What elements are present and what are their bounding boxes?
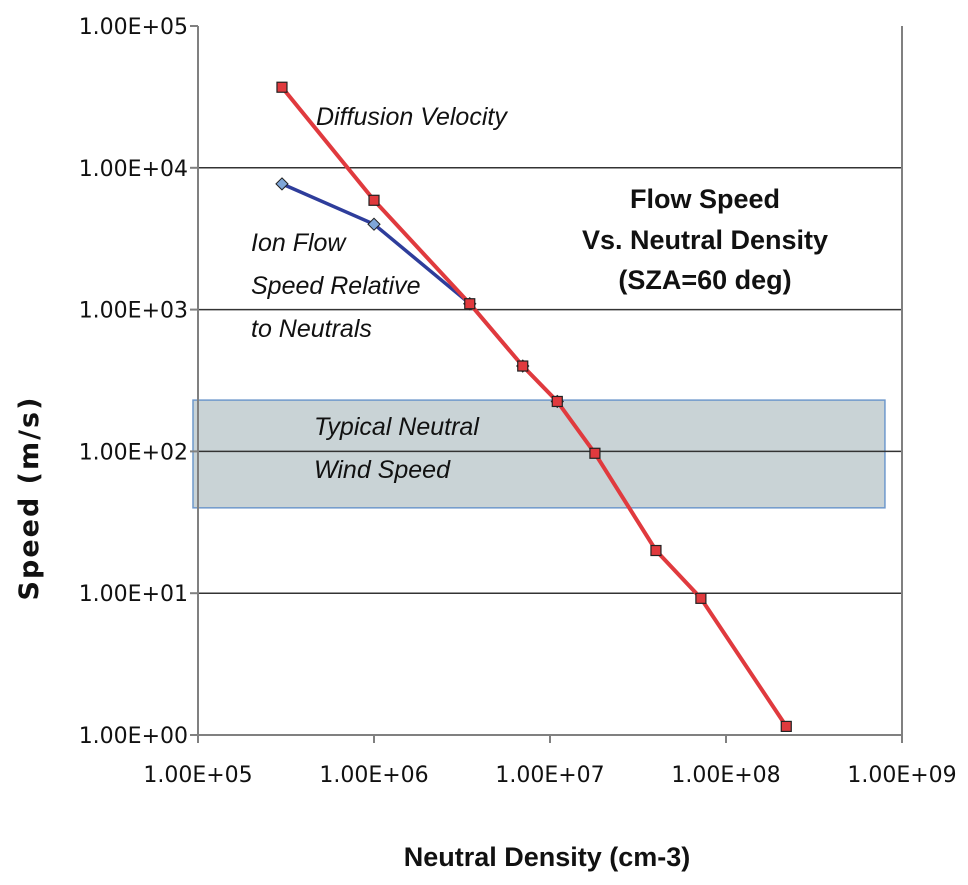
band-label-line-2: Wind Speed xyxy=(314,456,451,484)
diffusion-velocity-label: Diffusion Velocity xyxy=(316,103,508,131)
series-0-point-3 xyxy=(517,360,529,372)
series-0-point-8 xyxy=(780,720,792,732)
chart-title: Flow Speed Vs. Neutral Density (SZA=60 d… xyxy=(582,184,828,295)
series-0-point-4 xyxy=(551,395,563,408)
ion-flow-label: Ion Flow Speed Relative to Neutrals xyxy=(251,229,421,343)
y-tick-labels: 1.00E+00 1.00E+01 1.00E+02 1.00E+03 1.00E+04… xyxy=(79,15,188,749)
series-0-point-7 xyxy=(695,592,707,604)
series-0-point-0 xyxy=(276,81,288,93)
y-tick-label-0: 1.00E+00 xyxy=(79,724,188,749)
gridlines xyxy=(198,167,902,594)
y-tick-label-4: 1.00E+04 xyxy=(79,157,188,182)
x-tick-label-0: 1.00E+05 xyxy=(143,763,252,788)
band-label: Typical Neutral Wind Speed xyxy=(314,413,480,484)
ion-flow-label-line-3: to Neutrals xyxy=(251,315,372,343)
wind-speed-band-rect xyxy=(192,399,886,509)
axes xyxy=(190,25,903,743)
series xyxy=(275,81,792,732)
x-axis-title: Neutral Density (cm-3) xyxy=(404,842,691,872)
x-tick-label-4: 1.00E+09 xyxy=(847,763,956,788)
y-tick-label-5: 1.00E+05 xyxy=(79,15,188,40)
y-axis-title: Speed (m/s) xyxy=(14,396,45,601)
x-tick-labels: 1.00E+05 1.00E+06 1.00E+07 1.00E+08 1.00E+09 xyxy=(143,763,956,788)
y-tick-label-3: 1.00E+03 xyxy=(79,299,188,324)
series-1-point-0 xyxy=(275,177,289,191)
series-1-point-1 xyxy=(367,217,381,231)
y-tick-label-2: 1.00E+02 xyxy=(79,440,188,465)
chart-title-line-3: (SZA=60 deg) xyxy=(618,265,791,295)
chart-title-line-2: Vs. Neutral Density xyxy=(582,225,828,255)
wind-speed-band xyxy=(192,399,886,509)
series-0-point-5 xyxy=(589,447,601,459)
series-0-point-1 xyxy=(368,194,380,206)
x-tick-label-3: 1.00E+08 xyxy=(671,763,780,788)
series-0 xyxy=(276,81,792,732)
ion-flow-label-line-1: Ion Flow xyxy=(251,229,347,257)
x-tick-label-2: 1.00E+07 xyxy=(495,763,604,788)
band-label-line-1: Typical Neutral xyxy=(314,413,480,441)
series-0-point-2 xyxy=(464,298,476,310)
series-0-point-6 xyxy=(650,544,662,557)
y-tick-label-1: 1.00E+01 xyxy=(79,582,188,607)
x-tick-label-1: 1.00E+06 xyxy=(319,763,428,788)
ion-flow-label-line-2: Speed Relative xyxy=(251,272,421,300)
chart-title-line-1: Flow Speed xyxy=(630,184,780,214)
